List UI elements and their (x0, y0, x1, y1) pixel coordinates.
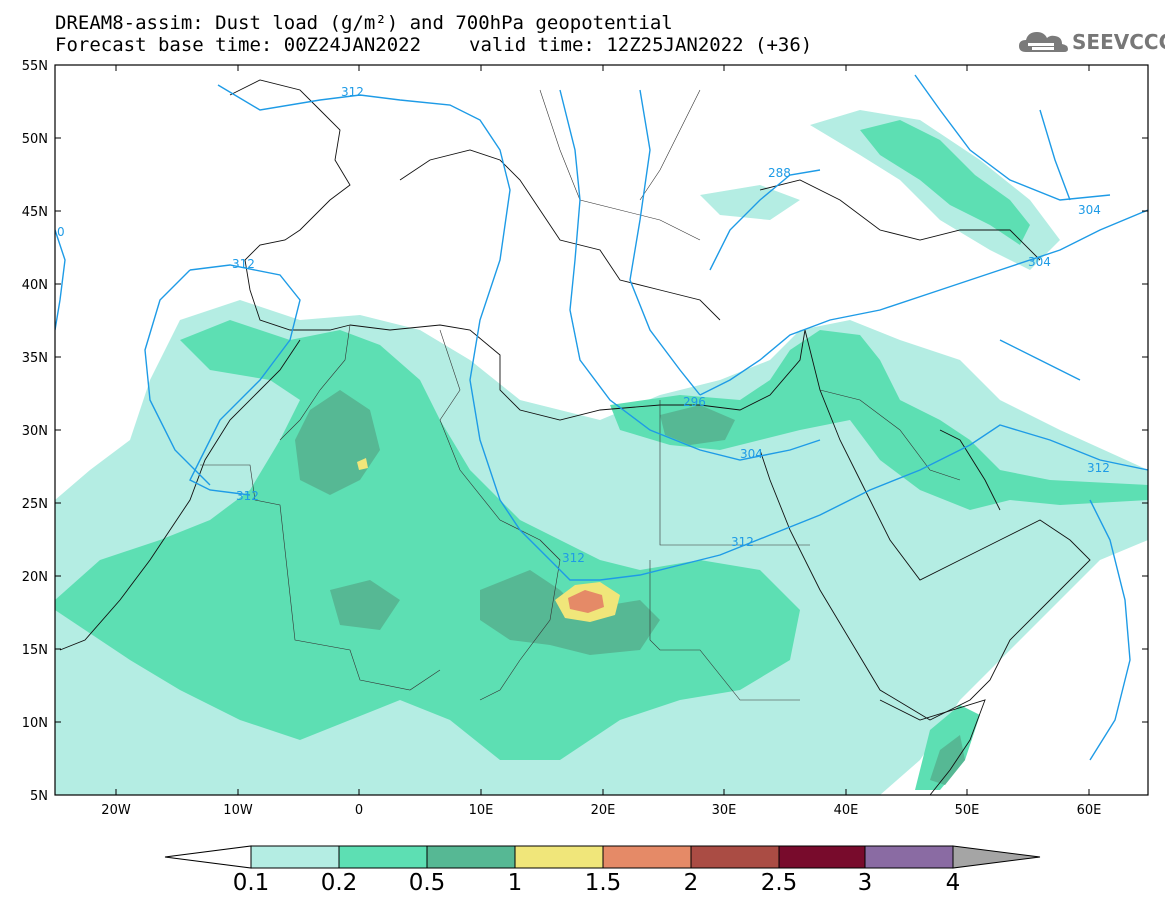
colorbar-bin (250, 845, 340, 869)
lon-label: 10W (223, 803, 253, 818)
colorbar-bin (690, 845, 780, 869)
colorbar-label: 0.2 (320, 870, 358, 896)
lon-axis: 20W 10W 0 10E 20E 30E 40E 50E 60E (101, 65, 1101, 818)
colorbar-label: 4 (945, 870, 961, 896)
map-subtitle: Forecast base time: 00Z24JAN2022 valid ti… (55, 35, 812, 55)
contour-label: 312 (236, 489, 259, 503)
colorbar-under-arrow (164, 845, 252, 869)
lat-label: 30N (22, 424, 48, 439)
logo-text: SEEVCCC (1072, 30, 1165, 54)
lon-label: 50E (955, 803, 980, 818)
contour-label: 312 (731, 535, 754, 549)
lat-label: 10N (22, 716, 48, 731)
lat-label: 15N (22, 643, 48, 658)
colorbar-label: 3 (857, 870, 873, 896)
contour-label: 304 (1078, 203, 1101, 217)
contour-label: 304 (740, 447, 763, 461)
colorbar-label: 1 (507, 870, 523, 896)
colorbar-bin (864, 845, 954, 869)
base-time: Forecast base time: 00Z24JAN2022 (55, 34, 422, 56)
contour-label: 312 (1087, 461, 1110, 475)
lon-label: 0 (355, 803, 363, 818)
colorbar-bin (426, 845, 516, 869)
colorbar-bin (778, 845, 866, 869)
lon-label: 60E (1077, 803, 1102, 818)
colorbar-over-arrow (952, 845, 1041, 869)
contour-label: 288 (768, 166, 791, 180)
colorbar-label: 2 (683, 870, 699, 896)
lat-label: 20N (22, 570, 48, 585)
contour-labels: 312 288 304 304 312 296 304 312 312 312 … (57, 85, 1110, 565)
lon-label: 20E (591, 803, 616, 818)
contour-label: 304 (1028, 255, 1051, 269)
lat-label: 5N (30, 789, 48, 804)
lat-axis: 55N 50N 45N 40N 35N 30N 25N 20N 15N 10N … (22, 59, 1148, 804)
lon-label: 30E (712, 803, 737, 818)
lat-label: 50N (22, 132, 48, 147)
seevccc-logo: SEEVCCC (1018, 28, 1165, 56)
colorbar-bin (338, 845, 428, 869)
contour-label: 312 (341, 85, 364, 99)
lon-label: 10E (469, 803, 494, 818)
contour-label: 0 (57, 225, 65, 239)
lat-label: 35N (22, 351, 48, 366)
lat-label: 40N (22, 278, 48, 293)
colorbar-label: 0.5 (408, 870, 446, 896)
colorbar-bin (602, 845, 692, 869)
cloud-logo-icon (1019, 32, 1068, 52)
dust-shade-orange (568, 590, 604, 613)
coastlines (59, 79, 1091, 795)
lon-label: 20W (101, 803, 131, 818)
contour-label: 312 (562, 551, 585, 565)
dust-shade-medium (610, 330, 1148, 510)
map-title: DREAM8-assim: Dust load (g/m²) and 700hP… (55, 12, 673, 34)
contour-label: 312 (232, 257, 255, 271)
country-borders (200, 89, 961, 701)
lat-label: 55N (22, 59, 48, 74)
dust-shade-medium (860, 120, 1030, 245)
colorbar-label: 0.1 (232, 870, 270, 896)
dust-shade-dark (330, 580, 400, 630)
colorbar-label: 1.5 (584, 870, 622, 896)
geopotential-contours (55, 74, 1148, 761)
contour-label: 296 (683, 395, 706, 409)
dust-shade-yellow (357, 458, 368, 470)
dust-shade-dark (930, 735, 965, 785)
dust-load-field: 312 288 304 304 312 296 304 312 312 312 … (55, 74, 1148, 795)
lat-label: 25N (22, 497, 48, 512)
dust-shade-light (700, 185, 800, 220)
colorbar-label: 2.5 (760, 870, 798, 896)
colorbar (164, 845, 1041, 869)
valid-time: valid time: 12Z25JAN2022 (+36) (469, 34, 813, 56)
lon-label: 40E (834, 803, 859, 818)
lat-label: 45N (22, 205, 48, 220)
dust-shade-dark (660, 405, 735, 445)
colorbar-bin (514, 845, 604, 869)
